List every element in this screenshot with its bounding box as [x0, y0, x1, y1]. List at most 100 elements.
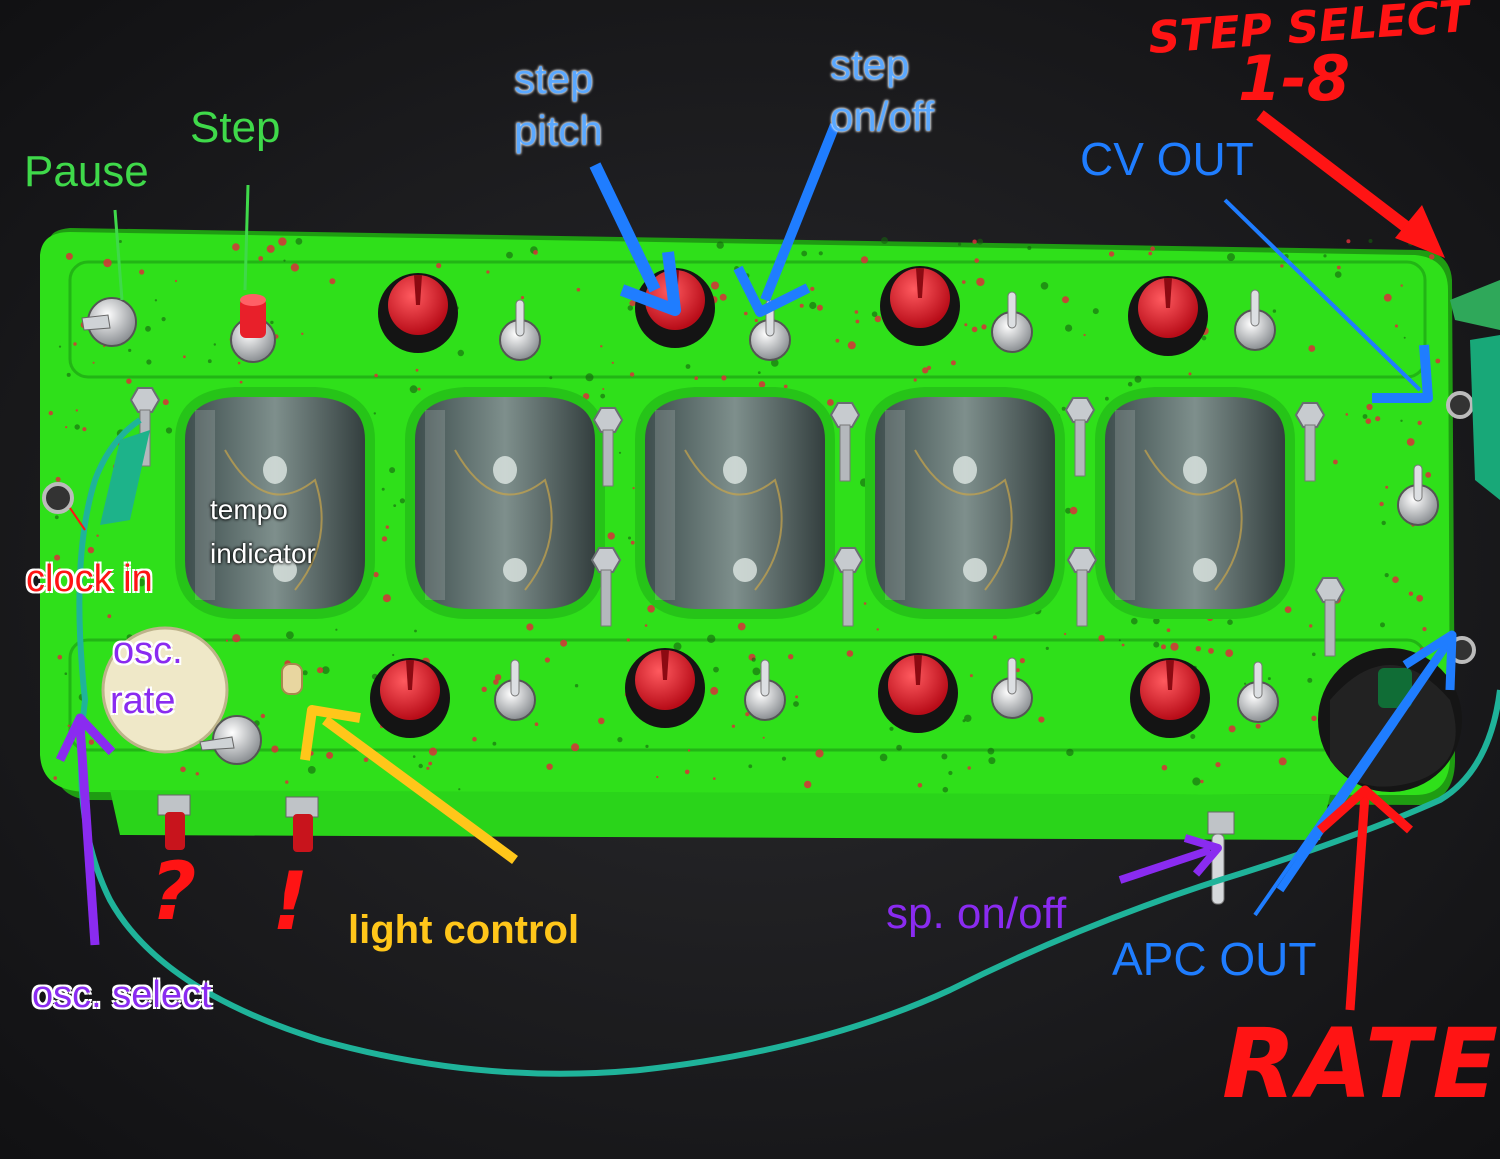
screw-2 [592, 407, 624, 487]
speckle [600, 345, 603, 348]
top-knob-4[interactable] [1128, 276, 1208, 356]
speckle [1066, 748, 1074, 757]
light-sensor [281, 663, 303, 695]
speckle [964, 323, 968, 327]
bottom-switch-1[interactable] [494, 659, 536, 721]
speckle [139, 573, 145, 578]
bottom-switch-2[interactable] [744, 659, 786, 721]
speckle [415, 368, 419, 372]
clock-in-jack[interactable] [42, 482, 74, 514]
top-switch-5[interactable] [1397, 464, 1439, 526]
pause-switch[interactable] [81, 297, 137, 347]
speckle [860, 256, 869, 264]
speckle [493, 679, 499, 685]
speckle [874, 315, 882, 323]
step-select-label-line2: 1-8 [1238, 42, 1351, 115]
speckle [656, 775, 659, 779]
tube-highlight [655, 410, 675, 600]
step-onoff-switches-lower[interactable] [494, 657, 1279, 723]
tube-element [263, 456, 287, 484]
step-onoff-switches[interactable] [499, 289, 1439, 526]
top-knob-1[interactable] [378, 273, 458, 353]
speckle [560, 639, 568, 647]
screw-nut [590, 547, 622, 573]
front-button-left[interactable] [157, 794, 191, 850]
step-pitch-knobs-lower[interactable] [370, 648, 1210, 738]
knob-pointer [406, 660, 414, 690]
speckle [972, 239, 977, 244]
speckle [879, 753, 888, 762]
speckle [428, 761, 433, 766]
step-pitch-knobs[interactable] [378, 266, 1208, 356]
speckle [162, 399, 169, 406]
speckle [128, 348, 132, 352]
speckle [711, 281, 719, 290]
bottom-knob-2[interactable] [625, 648, 705, 728]
speckle [1038, 716, 1045, 723]
speckle [771, 359, 779, 367]
speckle [546, 763, 553, 770]
top-switch-3[interactable] [991, 291, 1033, 353]
speckle [992, 635, 998, 640]
tube-window-5 [1095, 387, 1295, 619]
speckle [694, 376, 698, 381]
speckle [286, 631, 294, 639]
speckle [618, 451, 622, 454]
speckle [96, 534, 99, 537]
knob-pointer [1166, 660, 1174, 690]
tube-element [493, 456, 517, 484]
cv-out-jack[interactable] [1446, 391, 1474, 419]
speckle [1105, 396, 1109, 401]
front-button-right[interactable] [285, 796, 319, 852]
switch-lever [1007, 291, 1017, 329]
speckle [846, 650, 854, 657]
tube-window-3 [635, 387, 835, 619]
knob-pointer [914, 655, 922, 685]
speckle [1064, 632, 1067, 636]
speckle [628, 536, 631, 540]
speckle [630, 540, 635, 545]
speckle [426, 766, 430, 770]
top-knob-3[interactable] [880, 266, 960, 346]
speckle [58, 345, 62, 348]
speckle [392, 653, 395, 657]
bottom-knob-1[interactable] [370, 658, 450, 738]
screw-6 [590, 547, 622, 627]
top-switch-1[interactable] [499, 299, 541, 361]
tube-window-4 [865, 387, 1065, 619]
bottom-switch-3[interactable] [991, 657, 1033, 719]
speckle [781, 756, 787, 761]
tube-wire [914, 449, 1013, 591]
screw-8 [1066, 547, 1098, 627]
speckle [976, 277, 985, 287]
bottom-knob-4[interactable] [1130, 658, 1210, 738]
step-onoff-label-line1: step [830, 41, 910, 88]
speckle [53, 776, 57, 780]
speckle [810, 286, 815, 291]
tube-element [723, 456, 747, 484]
knob-pointer [1164, 278, 1172, 308]
speckle [232, 243, 240, 251]
speckle [1336, 265, 1341, 270]
bottom-knob-3[interactable] [878, 653, 958, 733]
speckle [183, 355, 186, 359]
screw-nut [129, 387, 161, 413]
speckle [1227, 253, 1235, 262]
speckle [958, 242, 962, 246]
speckle [65, 426, 68, 429]
speckle [626, 638, 630, 642]
speckle [54, 554, 61, 561]
osc-select-switch[interactable] [199, 715, 262, 765]
clock-in-label: clock in [26, 558, 153, 600]
speckle [271, 745, 279, 753]
speckle [1215, 762, 1221, 768]
osc-rate-trimmer[interactable] [101, 626, 229, 754]
speckle [1019, 658, 1025, 664]
speckle [716, 241, 724, 249]
top-switch-4[interactable] [1234, 289, 1276, 351]
step-select-clip [1450, 280, 1500, 500]
bottom-switch-4[interactable] [1237, 661, 1279, 723]
speckle [412, 755, 416, 758]
step-button[interactable] [230, 294, 276, 363]
